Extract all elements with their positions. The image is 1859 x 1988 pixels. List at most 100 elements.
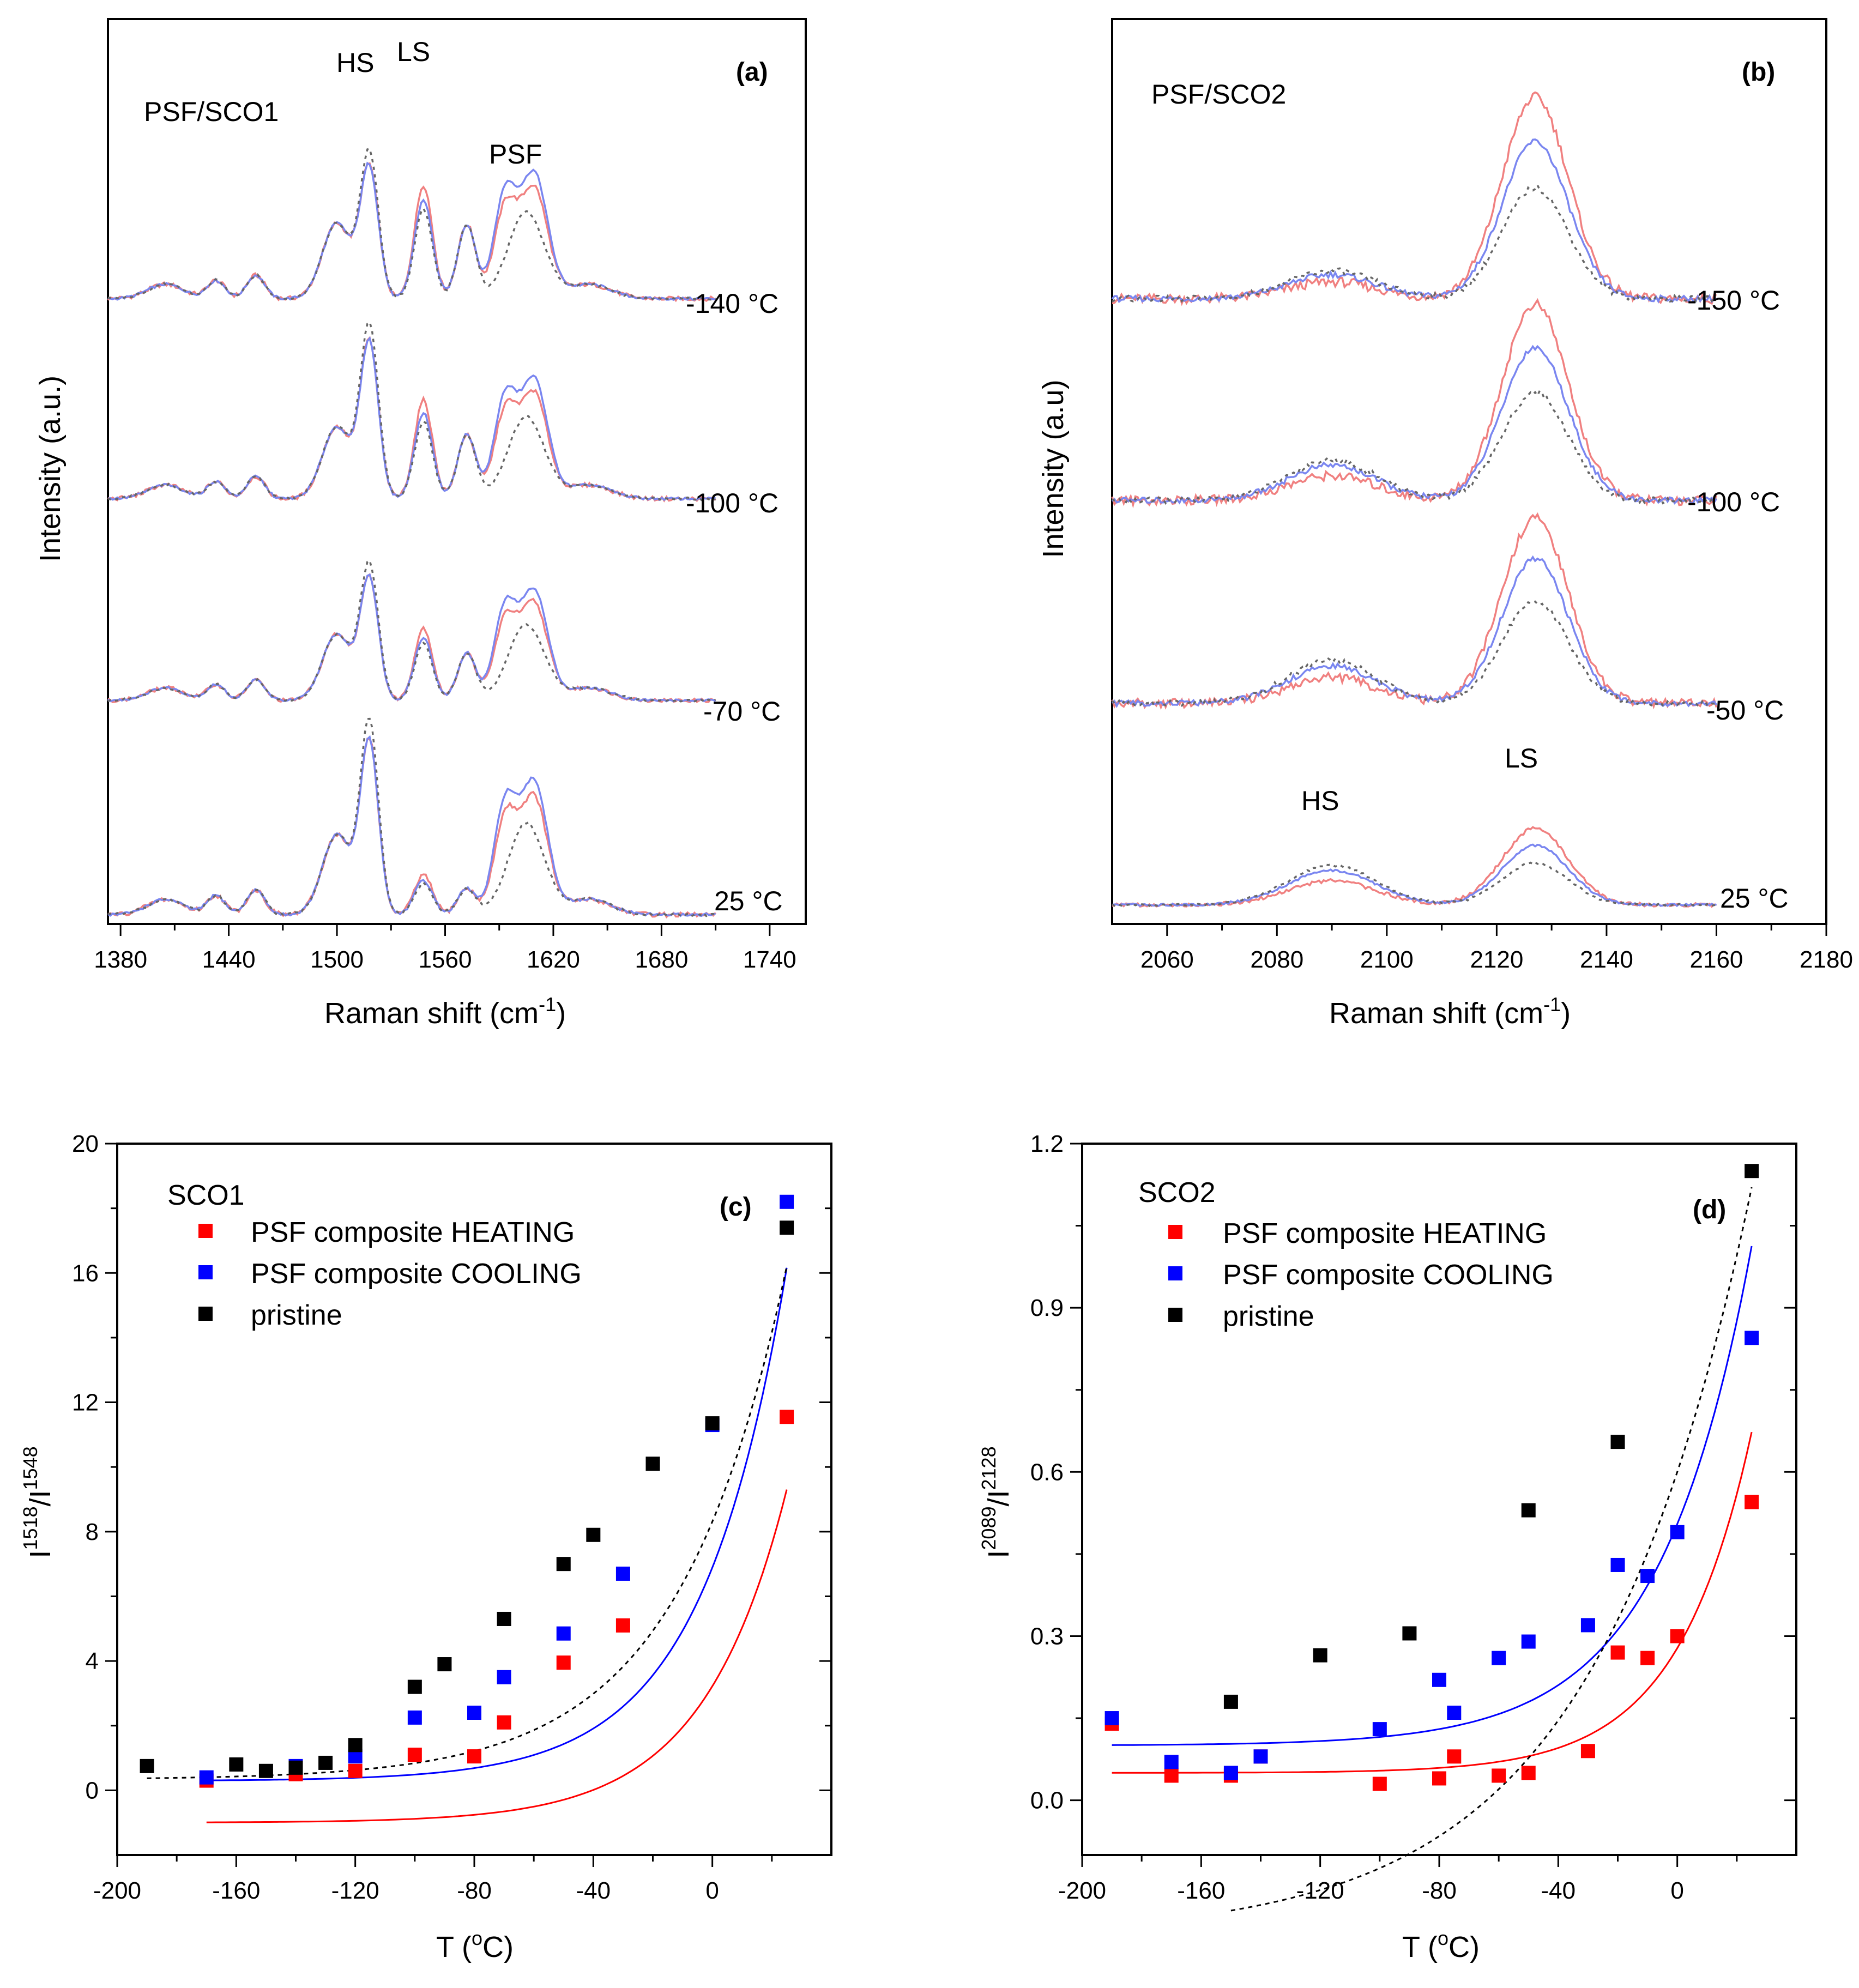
spectrum-cooling <box>1111 345 1717 505</box>
y-tick-label: 0 <box>86 1777 99 1804</box>
data-point <box>615 1566 630 1581</box>
fit-curve <box>147 1266 788 1779</box>
data-point <box>437 1657 452 1672</box>
data-point <box>288 1760 303 1775</box>
data-point <box>1432 1771 1446 1786</box>
panel-d-ylabel: I2089/I2128 <box>977 1446 1015 1558</box>
panel-b-tag: (b) <box>1742 58 1775 87</box>
panel-b-temp-label: -50 °C <box>1706 695 1784 726</box>
spectrum-heating <box>107 162 716 303</box>
panel-c: -200 -160 -120 -80 -40 0 0 4 8 12 16 20 I1518/I1548… <box>19 1131 832 1963</box>
data-point <box>556 1655 571 1670</box>
panel-b-title: PSF/SCO2 <box>1151 79 1286 110</box>
panel-a-temp-label: 25 °C <box>714 886 783 916</box>
data-point <box>140 1759 154 1773</box>
data-point <box>586 1527 601 1542</box>
data-point <box>1432 1672 1446 1687</box>
fit-curve <box>1230 1187 1753 1912</box>
data-point <box>1610 1435 1625 1449</box>
panel-a-annotation-psf: PSF <box>489 139 542 170</box>
data-point <box>1521 1766 1536 1780</box>
spectrum-cooling <box>107 161 716 301</box>
data-point <box>615 1618 630 1633</box>
fit-curve <box>1112 1246 1753 1746</box>
panel-b-temp-label: -150 °C <box>1687 285 1780 316</box>
panel-d-frame <box>1081 1143 1797 1856</box>
spectrum-cooling <box>1111 138 1717 304</box>
panel-d-xlabel: T (oC) <box>1402 1927 1480 1963</box>
data-point <box>1580 1744 1595 1759</box>
panel-a-frame <box>107 18 807 925</box>
data-point <box>1670 1629 1685 1643</box>
y-tick-label: 0.0 <box>1030 1787 1064 1814</box>
panel-c-data-points <box>140 1194 794 1788</box>
panel-b-frame <box>1111 18 1827 925</box>
y-tick-label: 0.9 <box>1030 1295 1064 1321</box>
x-tick-label: 1440 <box>202 946 256 973</box>
spectrum-cooling <box>1112 843 1717 908</box>
panel-c-tag: (c) <box>720 1193 752 1222</box>
data-point <box>1164 1755 1179 1769</box>
data-point <box>1521 1634 1536 1649</box>
fit-curve <box>1112 1431 1753 1774</box>
spectrum-heating <box>107 738 716 919</box>
spectrum-pristine <box>1112 389 1717 505</box>
data-point <box>318 1755 333 1770</box>
data-point <box>258 1763 273 1778</box>
panel-c-legend-label-cooling: PSF composite COOLING <box>251 1258 582 1290</box>
x-tick-label: -200 <box>93 1877 141 1904</box>
panel-c-legend-title: SCO1 <box>167 1180 245 1211</box>
panel-d-tag: (d) <box>1693 1195 1726 1224</box>
panel-a-tag: (a) <box>736 58 768 87</box>
panel-a: 1380 1440 1500 1560 1620 1680 1740 Intensity (… <box>34 18 807 1030</box>
data-point <box>1640 1569 1655 1584</box>
x-tick-label: 1500 <box>310 946 364 973</box>
y-tick-label: 12 <box>72 1389 99 1416</box>
data-point <box>467 1749 481 1764</box>
spectrum-cooling <box>1111 555 1717 708</box>
data-point <box>1670 1525 1685 1539</box>
x-tick-label: -80 <box>457 1877 492 1904</box>
panel-a-title: PSF/SCO1 <box>144 96 279 127</box>
panel-b-annotation-ls: LS <box>1505 743 1538 774</box>
data-point <box>705 1416 720 1431</box>
panel-a-x-ticks: 1380 1440 1500 1560 1620 1680 1740 <box>94 924 796 973</box>
data-point <box>780 1410 794 1424</box>
data-point <box>780 1220 794 1235</box>
data-point <box>1402 1626 1417 1641</box>
panel-a-spectra <box>107 147 716 919</box>
panel-d-legend-label-pristine: pristine <box>1223 1301 1314 1332</box>
y-tick-label: 0.6 <box>1030 1459 1064 1485</box>
x-tick-label: -160 <box>212 1877 260 1904</box>
x-tick-label: 2060 <box>1140 946 1194 973</box>
spectrum-pristine <box>107 147 716 301</box>
panel-c-legend-swatch-heating <box>198 1224 213 1238</box>
panel-b-ylabel: Intensity (a.u) <box>1037 379 1070 558</box>
spectrum-cooling <box>107 573 716 703</box>
data-point <box>780 1194 794 1209</box>
panel-c-legend-swatch-pristine <box>198 1307 213 1321</box>
data-point <box>199 1770 214 1785</box>
panel-a-annotation-ls: LS <box>397 37 430 67</box>
spectrum-heating <box>107 336 716 503</box>
data-point <box>1372 1776 1387 1791</box>
data-point <box>1745 1331 1759 1345</box>
panel-c-xlabel: T (oC) <box>436 1927 514 1963</box>
y-tick-label: 20 <box>72 1131 99 1157</box>
panel-a-ylabel: Intensity (a.u.) <box>34 376 67 562</box>
data-point <box>467 1706 481 1720</box>
x-tick-label: 2160 <box>1690 946 1743 973</box>
spectrum-heating <box>1111 512 1718 710</box>
spectrum-pristine <box>107 559 716 703</box>
panel-c-fit-curves <box>147 1266 788 1823</box>
y-tick-label: 8 <box>86 1519 99 1545</box>
spectrum-pristine <box>1111 600 1717 708</box>
data-point <box>497 1611 511 1626</box>
panel-d-legend-swatch-cooling <box>1168 1266 1182 1280</box>
data-point <box>1492 1651 1506 1665</box>
spectrum-pristine <box>1112 861 1717 908</box>
data-point <box>348 1763 363 1778</box>
panel-d-legend-title: SCO2 <box>1138 1177 1216 1208</box>
panel-b-x-ticks: 2060 2080 2100 2120 2140 2160 2180 <box>1140 924 1853 973</box>
x-tick-label: 2100 <box>1360 946 1414 973</box>
